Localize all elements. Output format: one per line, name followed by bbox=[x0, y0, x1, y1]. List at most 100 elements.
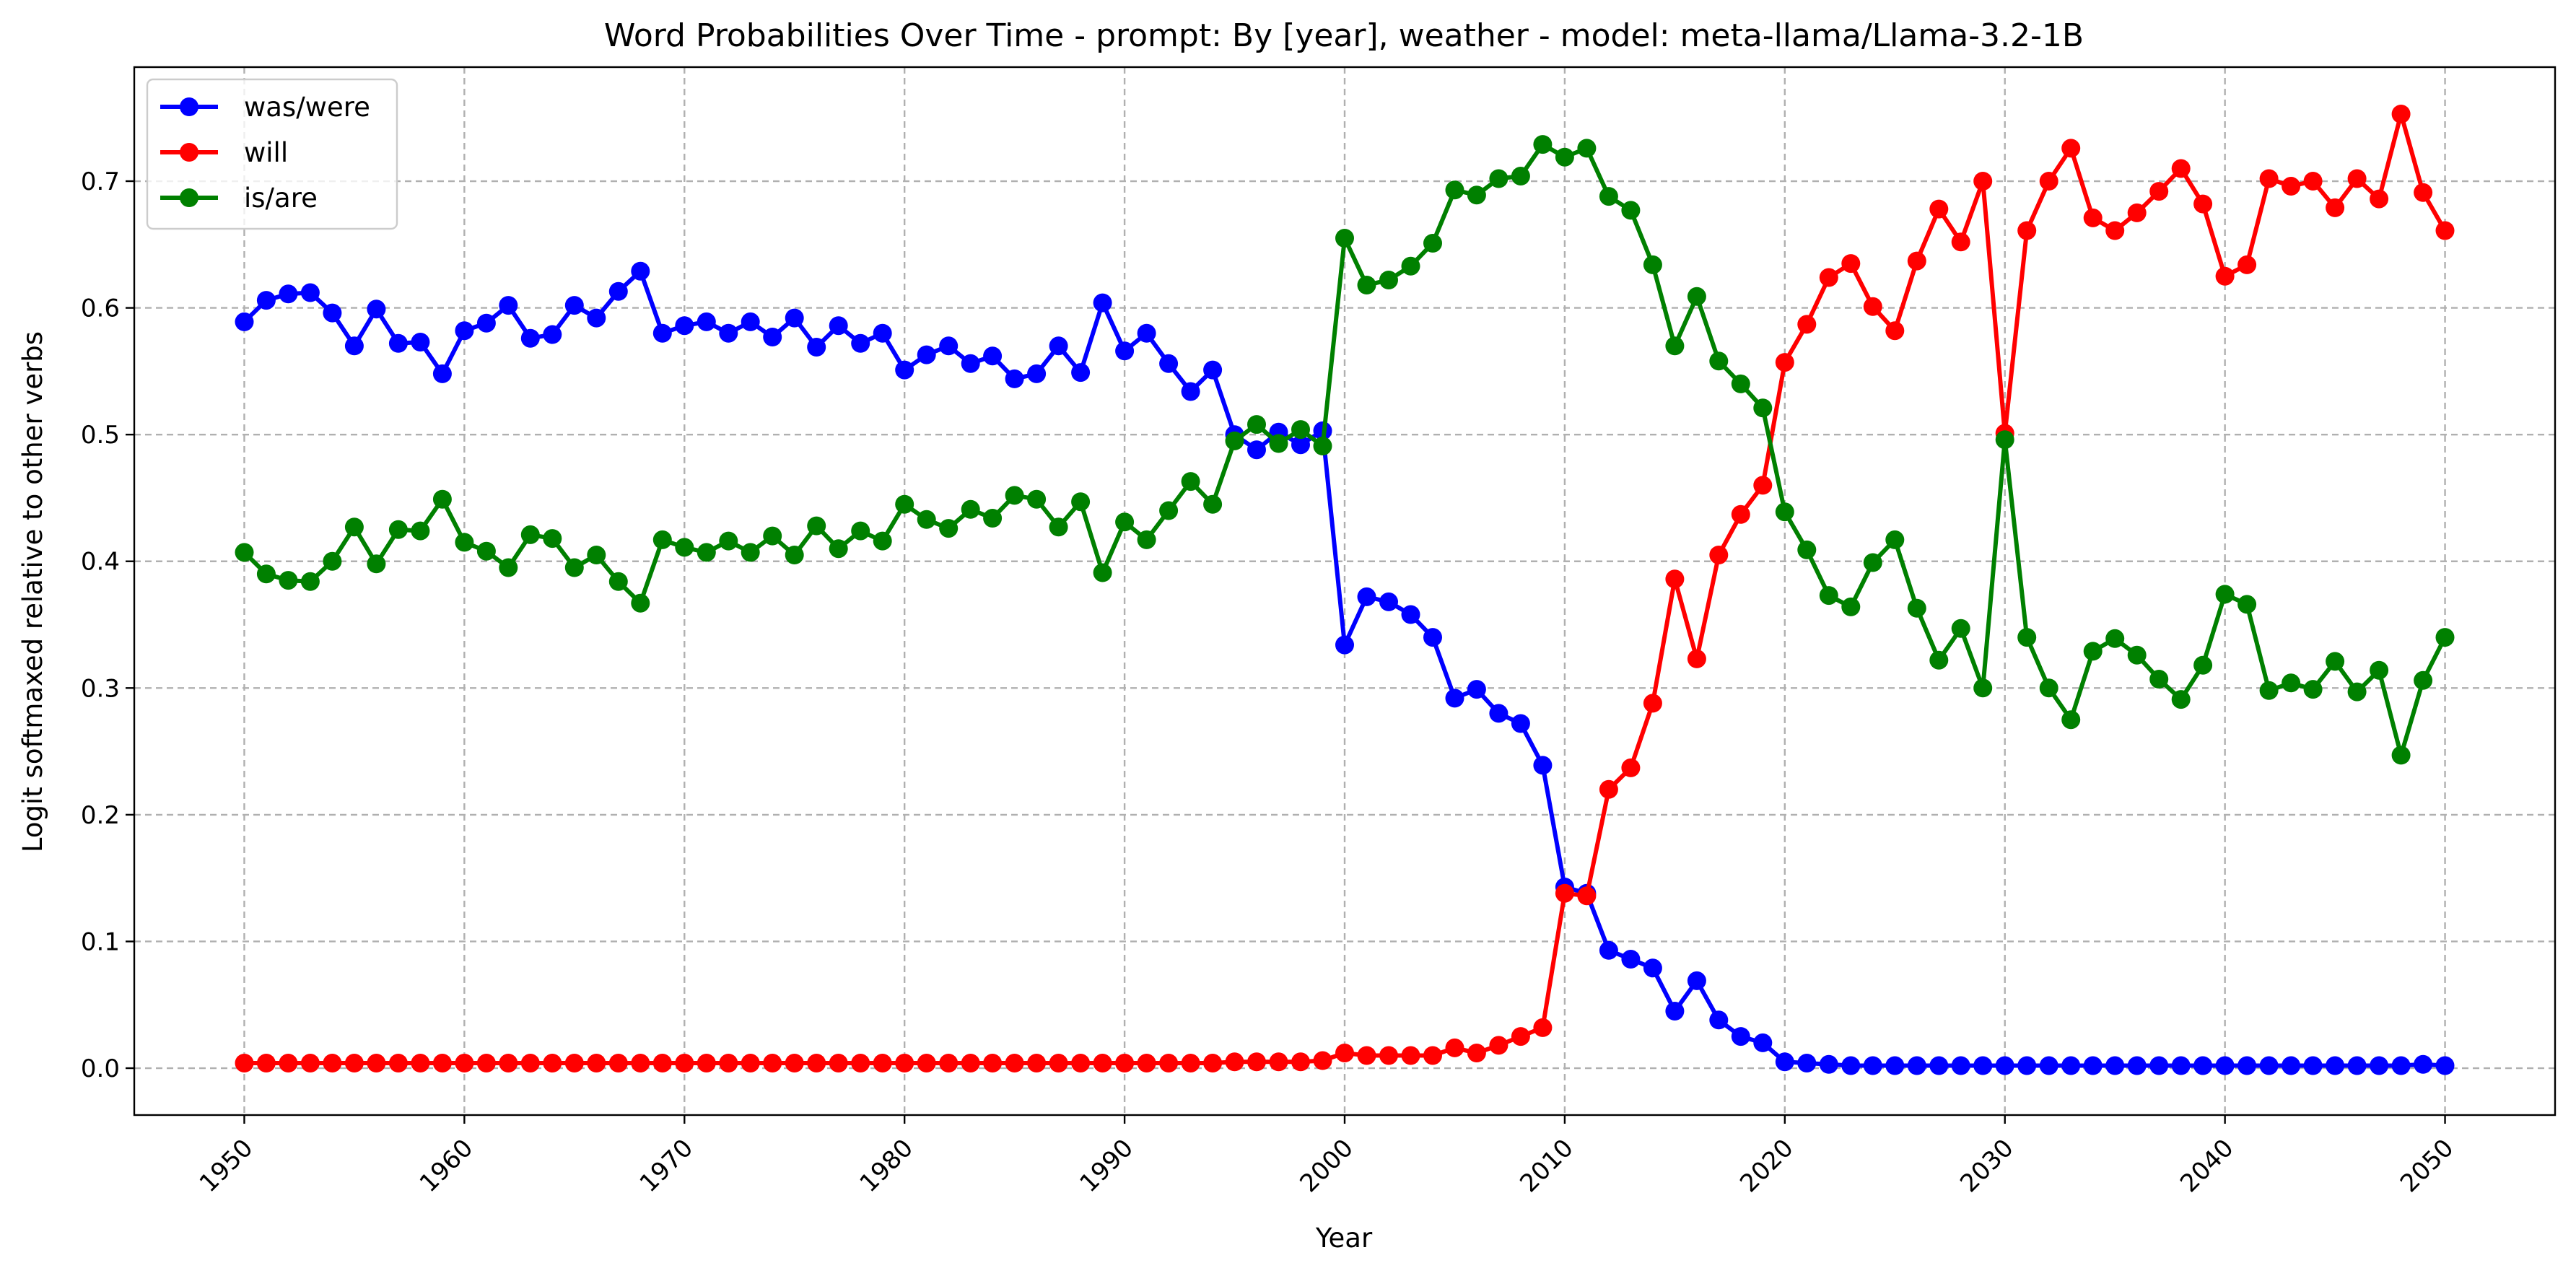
data-point bbox=[1819, 586, 1838, 606]
data-point bbox=[1005, 369, 1024, 388]
data-point bbox=[2105, 1056, 2125, 1075]
data-point bbox=[1489, 704, 1509, 723]
data-point bbox=[1687, 649, 1706, 668]
data-point bbox=[2215, 585, 2235, 604]
data-point bbox=[1049, 517, 1068, 537]
data-point bbox=[2326, 652, 2345, 671]
data-point bbox=[2083, 1056, 2103, 1075]
data-point bbox=[1665, 336, 1685, 356]
data-point bbox=[323, 303, 342, 323]
data-point bbox=[1269, 434, 1288, 453]
data-point bbox=[961, 1054, 980, 1072]
data-point bbox=[652, 1054, 672, 1072]
y-tick-label: 0.0 bbox=[81, 1054, 120, 1083]
data-point bbox=[1753, 398, 1773, 418]
data-point bbox=[2326, 1056, 2345, 1075]
data-point bbox=[1115, 512, 1135, 532]
data-point bbox=[983, 509, 1003, 528]
data-point bbox=[851, 1054, 870, 1072]
legend-entry: was/were bbox=[160, 92, 370, 123]
data-point bbox=[917, 510, 936, 529]
legend-marker-swatch bbox=[180, 97, 198, 116]
data-point bbox=[652, 530, 672, 549]
data-point bbox=[1841, 597, 1861, 616]
data-point bbox=[2127, 1056, 2147, 1075]
data-point bbox=[1115, 341, 1135, 361]
data-point bbox=[1577, 139, 1597, 158]
data-point bbox=[432, 1054, 452, 1072]
data-point bbox=[2435, 628, 2455, 647]
data-point bbox=[2061, 710, 2081, 730]
data-point bbox=[344, 517, 364, 537]
data-point bbox=[564, 296, 584, 315]
data-point bbox=[2435, 221, 2455, 240]
data-point bbox=[1709, 546, 1729, 564]
data-point bbox=[1489, 1036, 1509, 1055]
legend-label: is/are bbox=[244, 183, 318, 214]
data-point bbox=[2149, 1056, 2169, 1075]
y-tick-label: 0.1 bbox=[81, 927, 120, 956]
data-point bbox=[1819, 268, 1838, 287]
data-point bbox=[2017, 1056, 2037, 1075]
data-point bbox=[1027, 1054, 1047, 1072]
data-point bbox=[1511, 167, 1530, 185]
data-point bbox=[2017, 628, 2037, 647]
data-point bbox=[829, 316, 848, 336]
y-tick-label: 0.3 bbox=[81, 674, 120, 703]
data-point bbox=[1995, 1056, 2014, 1075]
data-point bbox=[300, 283, 320, 302]
data-point bbox=[344, 336, 364, 356]
data-point bbox=[851, 521, 870, 541]
data-point bbox=[256, 1054, 276, 1072]
data-point bbox=[785, 1054, 804, 1072]
legend-items: was/were will is/are bbox=[160, 92, 370, 214]
data-point bbox=[1885, 1056, 1905, 1075]
data-point bbox=[2282, 1056, 2301, 1075]
data-point bbox=[2326, 198, 2345, 217]
data-point bbox=[1599, 940, 1618, 960]
data-point bbox=[2083, 642, 2103, 661]
data-point bbox=[1071, 492, 1091, 512]
data-point bbox=[1555, 883, 1574, 903]
data-point bbox=[1687, 287, 1706, 306]
data-point bbox=[2193, 194, 2213, 214]
data-point bbox=[1709, 351, 1729, 371]
series-is-are bbox=[235, 135, 2455, 765]
data-point bbox=[476, 1054, 496, 1072]
data-point bbox=[1115, 1054, 1135, 1072]
data-point bbox=[895, 494, 914, 514]
data-point bbox=[1137, 323, 1156, 343]
data-point bbox=[1511, 714, 1530, 733]
data-point bbox=[1445, 180, 1464, 200]
data-point bbox=[719, 1054, 738, 1072]
data-point bbox=[564, 558, 584, 577]
legend-entry: is/are bbox=[160, 183, 318, 214]
data-point bbox=[1731, 1027, 1750, 1046]
data-point bbox=[2303, 1056, 2323, 1075]
data-point bbox=[631, 261, 650, 281]
data-point bbox=[1225, 1052, 1244, 1072]
data-point bbox=[587, 1054, 606, 1072]
data-point bbox=[1665, 569, 1685, 589]
data-point bbox=[1731, 504, 1750, 524]
data-point bbox=[1357, 276, 1376, 294]
data-point bbox=[1885, 530, 1905, 549]
data-point bbox=[2039, 172, 2058, 191]
data-point bbox=[388, 1054, 408, 1072]
chart-title: Word Probabilities Over Time - prompt: B… bbox=[604, 17, 2084, 54]
data-point bbox=[323, 551, 342, 571]
y-tick-label: 0.2 bbox=[81, 801, 120, 830]
data-point bbox=[411, 521, 430, 541]
data-point bbox=[432, 489, 452, 509]
data-point bbox=[2414, 670, 2433, 690]
data-point bbox=[1929, 199, 1949, 219]
data-point bbox=[2017, 221, 2037, 240]
data-point bbox=[1005, 486, 1024, 505]
data-point bbox=[983, 1054, 1003, 1072]
data-point bbox=[1159, 354, 1179, 373]
data-point bbox=[939, 1054, 959, 1072]
data-point bbox=[1071, 363, 1091, 383]
y-axis: 0.0 0.1 0.2 0.3 0.4 0.5 0.6 0.7 bbox=[81, 167, 134, 1083]
data-point bbox=[1071, 1054, 1091, 1072]
data-point bbox=[763, 1054, 782, 1072]
